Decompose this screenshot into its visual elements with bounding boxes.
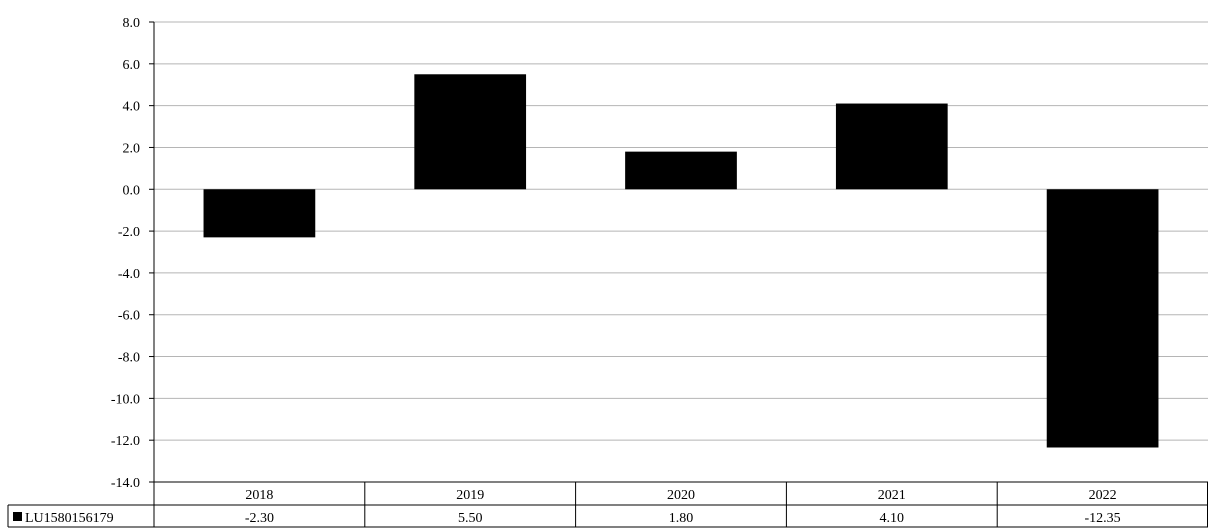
bar-2022 xyxy=(1046,189,1159,448)
y-tick-label: 4.0 xyxy=(123,100,141,115)
series-name-label: LU1580156179 xyxy=(25,511,114,526)
legend-swatch xyxy=(13,512,22,521)
category-label: 2020 xyxy=(667,488,695,503)
category-label: 2018 xyxy=(245,488,273,503)
data-value-label: 4.10 xyxy=(880,511,905,526)
y-tick-label: 8.0 xyxy=(123,16,141,31)
category-label: 2022 xyxy=(1089,488,1117,503)
y-tick-label: -10.0 xyxy=(111,392,140,407)
data-table: 2018 2019 2020 2021 2022 LU1580156179 -2.30 5.5… xyxy=(7,481,1208,528)
y-tick-label: -6.0 xyxy=(118,309,140,324)
bars xyxy=(203,74,1159,448)
y-tick-label: -14.0 xyxy=(111,476,140,491)
data-value-label: 1.80 xyxy=(669,511,694,526)
bar-2020 xyxy=(625,151,737,190)
bar-2021 xyxy=(835,103,948,190)
y-tick-label: 2.0 xyxy=(123,141,141,156)
y-tick-label: -12.0 xyxy=(111,434,140,449)
category-label: 2019 xyxy=(456,488,484,503)
y-tick-label: 6.0 xyxy=(123,58,141,73)
data-value-label: -2.30 xyxy=(245,511,274,526)
y-tick-label: -2.0 xyxy=(118,225,140,240)
bar-2018 xyxy=(203,189,316,238)
y-axis: 8.0 6.0 4.0 2.0 0.0 -2.0 -4.0 -6.0 -8.0 -10.0 -12.… xyxy=(111,16,155,491)
y-tick-label: 0.0 xyxy=(123,183,141,198)
data-value-label: -12.35 xyxy=(1085,511,1121,526)
bar-2019 xyxy=(414,74,527,190)
y-tick-label: -8.0 xyxy=(118,351,140,366)
y-tick-label: -4.0 xyxy=(118,267,140,282)
category-label: 2021 xyxy=(878,488,906,503)
data-value-label: 5.50 xyxy=(458,511,483,526)
